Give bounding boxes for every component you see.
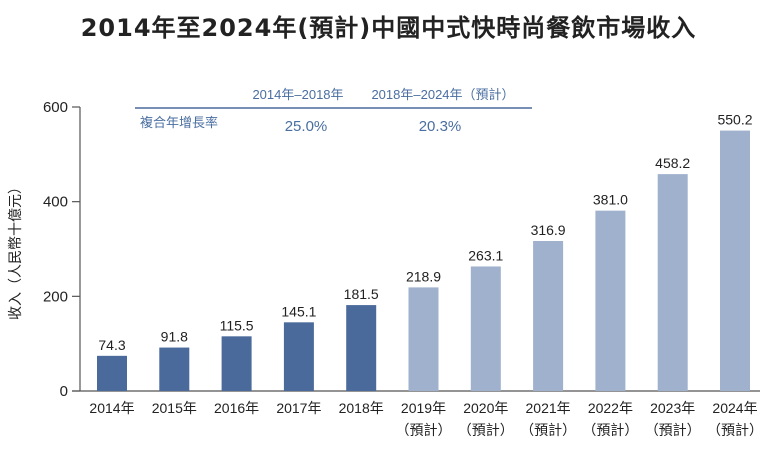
x-tick-label: 2023年	[650, 400, 695, 416]
bar-value-label: 145.1	[281, 303, 316, 319]
bar-value-label: 316.9	[531, 222, 566, 238]
bar-value-label: 263.1	[468, 247, 503, 263]
y-tick-label: 400	[43, 194, 68, 211]
cagr-row-label: 複合年增長率	[140, 115, 218, 130]
x-tick-label: 2020年	[463, 400, 508, 416]
x-tick-note: （預計）	[707, 422, 763, 438]
bar-value-label: 381.0	[593, 192, 628, 208]
x-tick-label: 2024年	[712, 400, 757, 416]
bar-value-label: 74.3	[98, 337, 125, 353]
y-tick-label: 0	[60, 383, 68, 400]
chart-title: 2014年至2024年(預計)中國中式快時尚餐飲市場收入	[80, 14, 697, 42]
x-tick-label: 2019年	[401, 400, 446, 416]
cagr-period-2: 2018年–2024年（預計）	[371, 87, 514, 102]
cagr-table: 2014年–2018年 2018年–2024年（預計） 複合年增長率 25.0% 20.…	[135, 87, 532, 135]
bar-2018年	[346, 305, 377, 391]
bar-2020年	[470, 266, 501, 391]
bar-2016年	[221, 336, 252, 391]
labels: 74.3 2014年 91.8 2015年 115.5 2016年 145.1 2017年 18…	[89, 112, 763, 438]
bar-value-label: 458.2	[655, 155, 690, 171]
bar-2015年	[159, 347, 190, 391]
bar-value-label: 91.8	[161, 329, 188, 345]
bar-2014年	[97, 355, 127, 391]
cagr-period-1: 2014年–2018年	[252, 87, 343, 102]
x-tick-note: （預計）	[396, 422, 452, 438]
x-tick-note: （預計）	[458, 422, 514, 438]
x-tick-label: 2015年	[152, 400, 197, 416]
y-tick-label: 200	[43, 288, 68, 305]
x-tick-label: 2018年	[339, 400, 384, 416]
x-tick-label: 2014年	[89, 400, 134, 416]
bar-2022年	[595, 210, 626, 391]
x-tick-label: 2016年	[214, 400, 259, 416]
x-tick-note: （預計）	[520, 422, 576, 438]
bar-2023年	[657, 174, 688, 391]
bars	[97, 130, 750, 391]
bar-value-label: 115.5	[220, 317, 254, 333]
cagr-value-2: 20.3%	[419, 118, 462, 135]
x-tick-note: （預計）	[582, 422, 638, 438]
y-axis-label: 收入（人民幣十億元）	[8, 180, 24, 320]
x-tick-note: （預計）	[645, 422, 701, 438]
axes: 0 200 400 600 收入（人民幣十億元）	[8, 99, 760, 400]
x-tick-label: 2017年	[276, 400, 321, 416]
bar-value-label: 218.9	[406, 268, 441, 284]
bar-2024年	[720, 130, 750, 391]
bar-2019年	[408, 287, 439, 391]
bar-2021年	[533, 241, 564, 391]
y-tick-label: 600	[43, 99, 68, 116]
x-tick-label: 2021年	[526, 400, 571, 416]
cagr-value-1: 25.0%	[285, 118, 328, 135]
bar-value-label: 550.2	[717, 112, 752, 128]
bar-value-label: 181.5	[344, 286, 379, 302]
bar-2017年	[283, 322, 314, 391]
x-tick-label: 2022年	[588, 400, 633, 416]
